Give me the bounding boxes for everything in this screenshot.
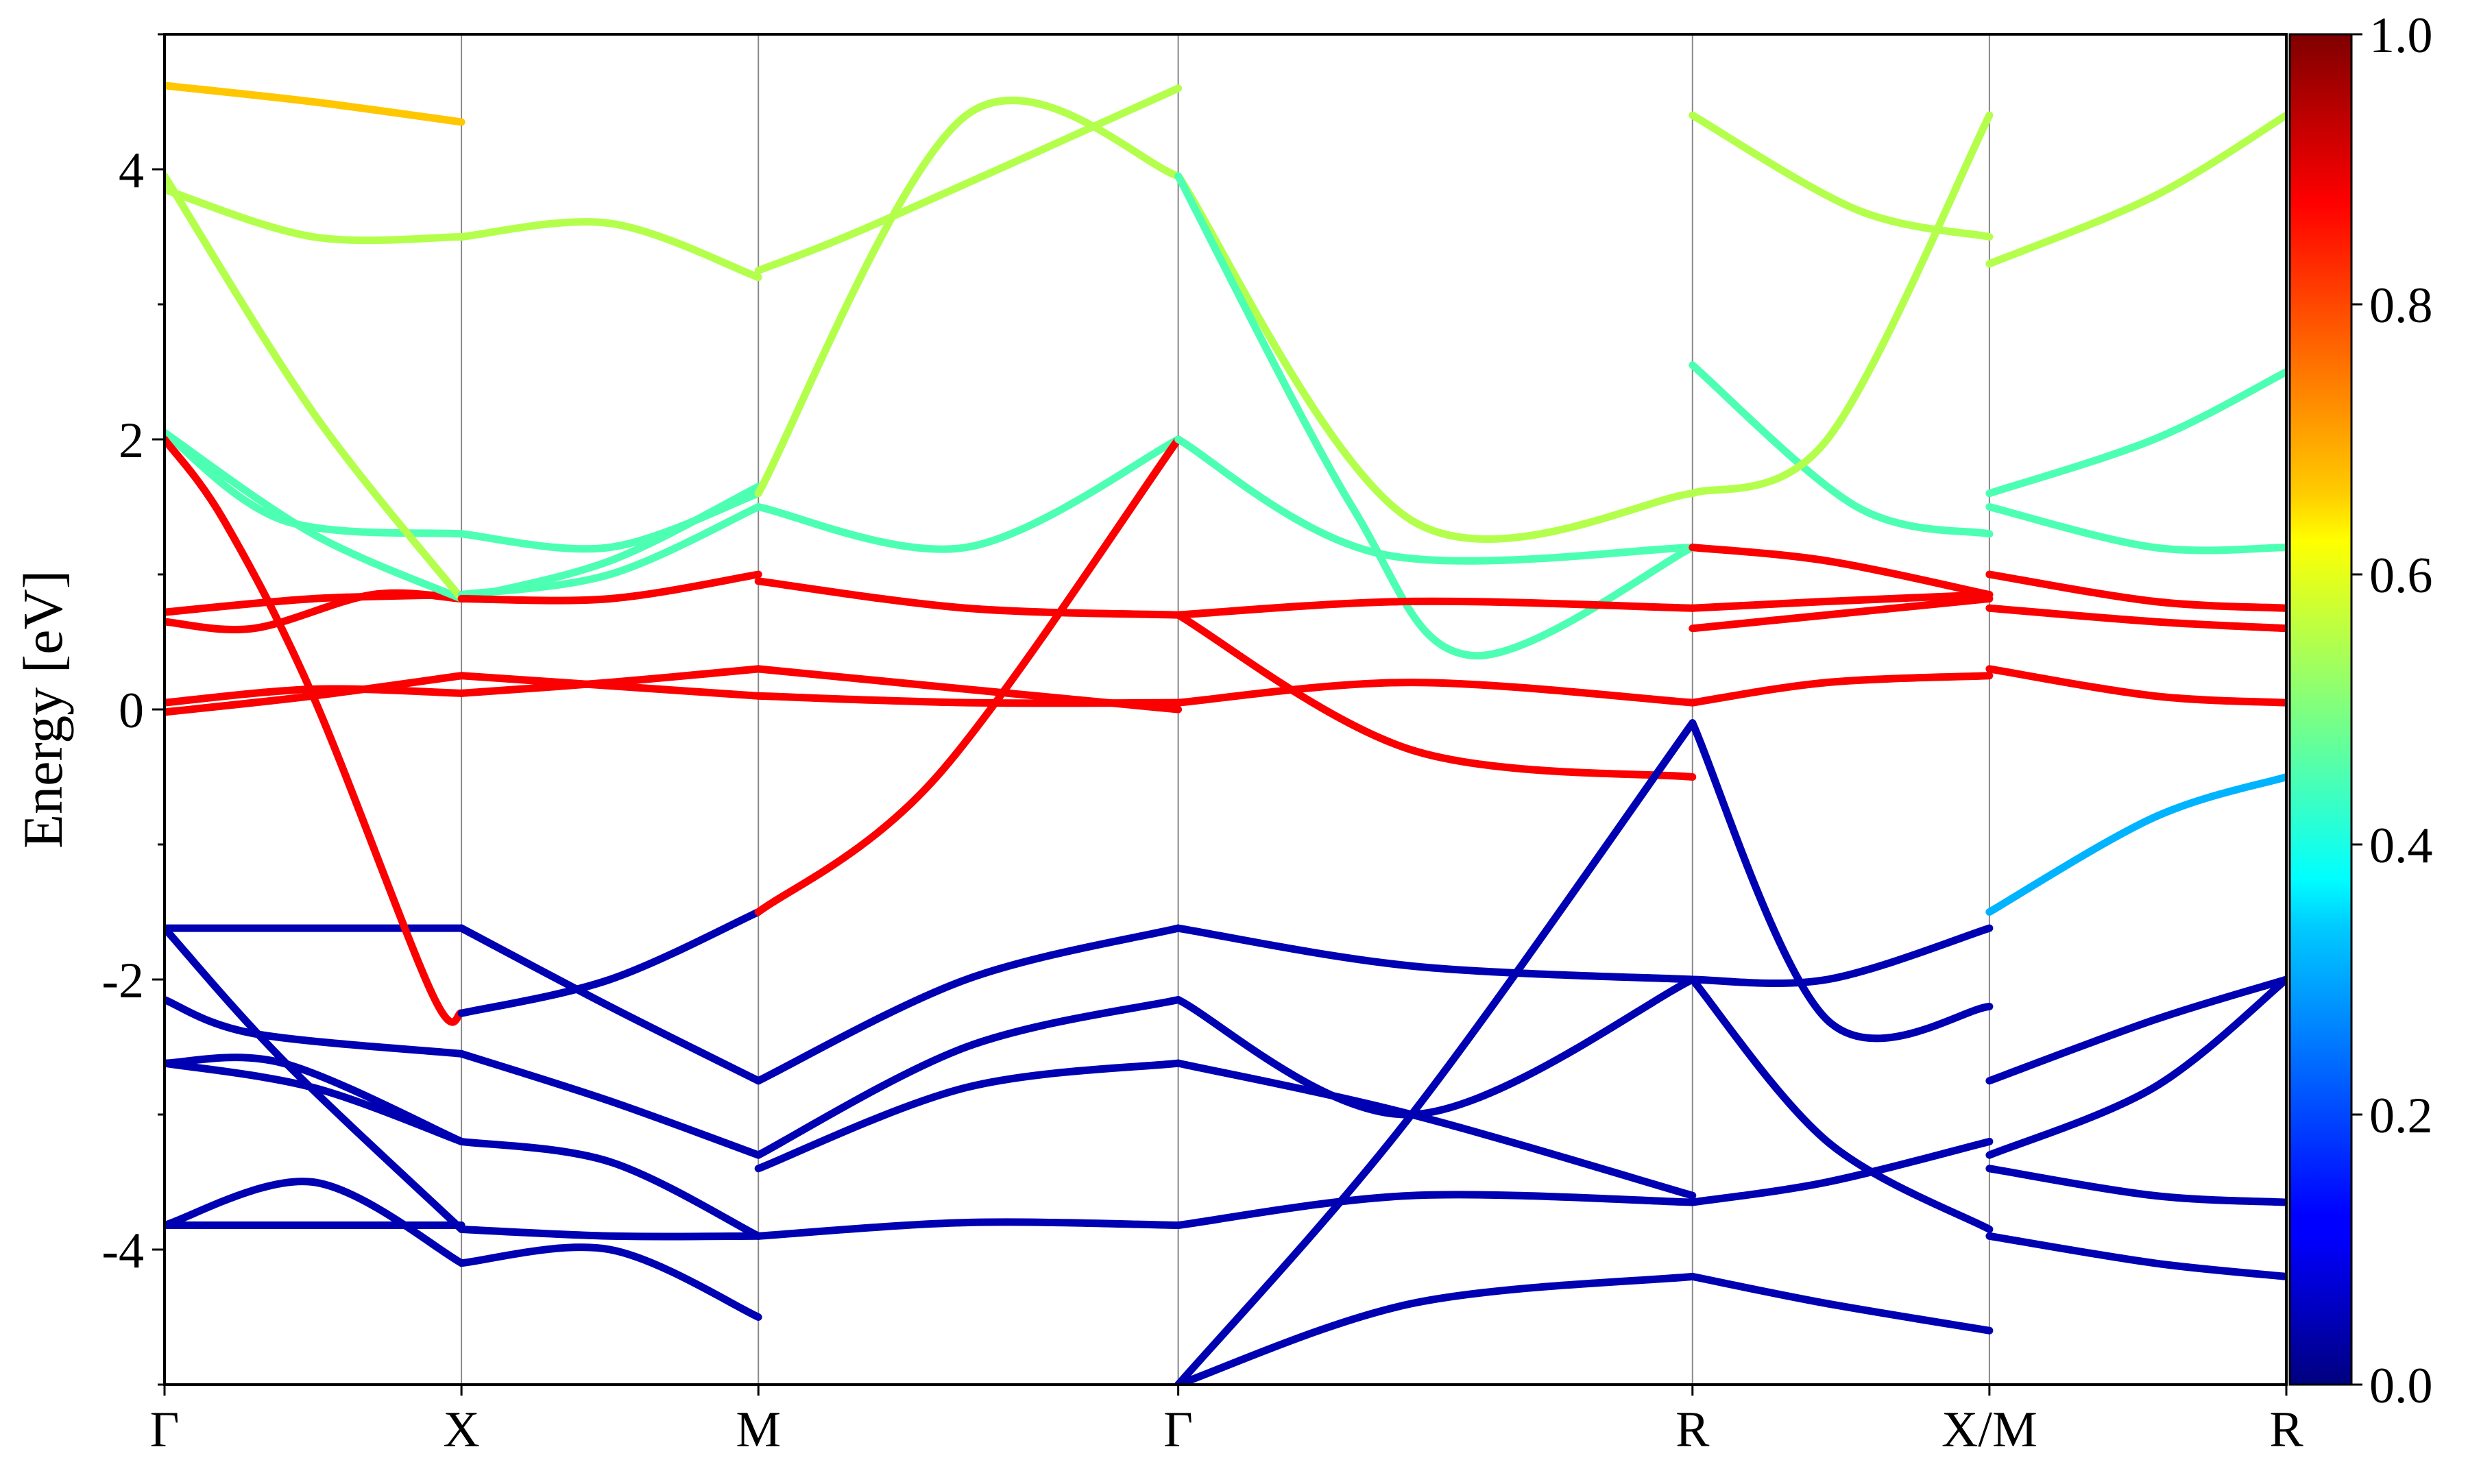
band-line [1174,435,1697,565]
colorbar-tick-label: 0.4 [2369,818,2433,874]
band-line [1689,1272,1994,1335]
x-tick-label: Γ [1163,1402,1193,1458]
band-line [754,435,1183,916]
x-tick-label: M [736,1402,781,1458]
band-line [165,924,465,1233]
band-line [457,1049,762,1159]
colorbar: 0.0 0.2 0.4 0.6 0.8 1.0 [2288,8,2433,1414]
band-line [1985,1232,2286,1280]
band-line [457,908,762,1017]
band-line [1689,924,1994,988]
x-tick-label: X [443,1402,479,1458]
band-line [457,570,762,605]
y-tick-label: -4 [101,1223,144,1279]
y-tick-label: 2 [119,413,144,469]
band-line [754,665,1183,714]
band-line [1174,611,1697,781]
band-line [1985,1165,2286,1206]
band-line [1689,361,1994,538]
colorbar-tick-label: 1.0 [2369,8,2433,64]
x-tick-label: R [1675,1402,1710,1458]
band-line [754,996,1183,1159]
colorbar-gradient [2288,33,2353,1386]
band-line [1689,672,1994,707]
band-line [1985,111,2286,268]
x-tick-label: Γ [150,1402,180,1458]
band-line [165,435,465,1026]
band-line [1689,975,1994,1233]
x-tick-label: X/M [1941,1402,2037,1458]
band-line [754,1218,1183,1240]
band-line [1174,172,1697,543]
band-line [1689,719,1994,1043]
band-line [1689,1137,1994,1206]
band-line [1174,1272,1697,1385]
band-line [754,96,1183,498]
band-line [754,1059,1183,1173]
band-line [1985,604,2286,633]
band-line [1689,111,1994,241]
band-line [754,924,1183,1085]
band-line [1174,679,1697,707]
band-line [165,428,465,603]
y-tick-label: 0 [119,683,144,739]
colorbar-tick-label: 0.6 [2369,548,2433,604]
band-line [1174,924,1697,984]
colorbar-ticks: 0.0 0.2 0.4 0.6 0.8 1.0 [2351,8,2433,1414]
y-axis-label: Energy [eV] [12,570,74,849]
colorbar-tick-label: 0.8 [2369,278,2433,334]
x-axis: Γ X M Γ R X/M R [150,1385,2303,1458]
band-lines [165,82,2286,1385]
colorbar-tick-label: 0.2 [2369,1088,2433,1144]
band-line [1985,975,2286,1159]
band-line [165,591,465,616]
y-tick-label: -2 [101,953,144,1009]
band-line [165,172,465,603]
colorbar-tick-label: 0.0 [2369,1358,2433,1414]
band-line [457,218,762,282]
band-line [1985,773,2286,916]
band-line [1689,111,1994,498]
band-line [1985,570,2286,612]
band-line [1174,597,1697,619]
band-line [165,1178,465,1267]
band-line [1985,975,2286,1085]
band-line [1174,975,1697,1119]
band-line [1985,368,2286,498]
y-axis: -4 -2 0 2 4 [101,33,165,1386]
band-line [457,503,762,599]
band-line [1174,172,1697,660]
band-line [754,577,1183,619]
band-line [1985,665,2286,707]
x-tick-label: R [2269,1402,2303,1458]
band-line [165,428,465,538]
band-line [1174,719,1697,1385]
band-line [1689,591,1994,612]
band-line [1689,544,1994,599]
band-line [754,84,1183,275]
band-line [457,672,762,700]
vertical-gridlines [461,34,1990,1385]
band-line [1174,1191,1697,1230]
band-line [754,435,1183,553]
y-tick-label: 4 [119,143,144,199]
band-line [457,1137,762,1240]
band-line [457,489,762,553]
band-line [1985,503,2286,555]
band-line [165,996,465,1058]
band-line [165,82,465,126]
band-line [457,1243,762,1321]
band-line [165,186,465,245]
band-line [457,1225,762,1241]
band-line [1689,594,1994,633]
band-line [457,924,762,1085]
